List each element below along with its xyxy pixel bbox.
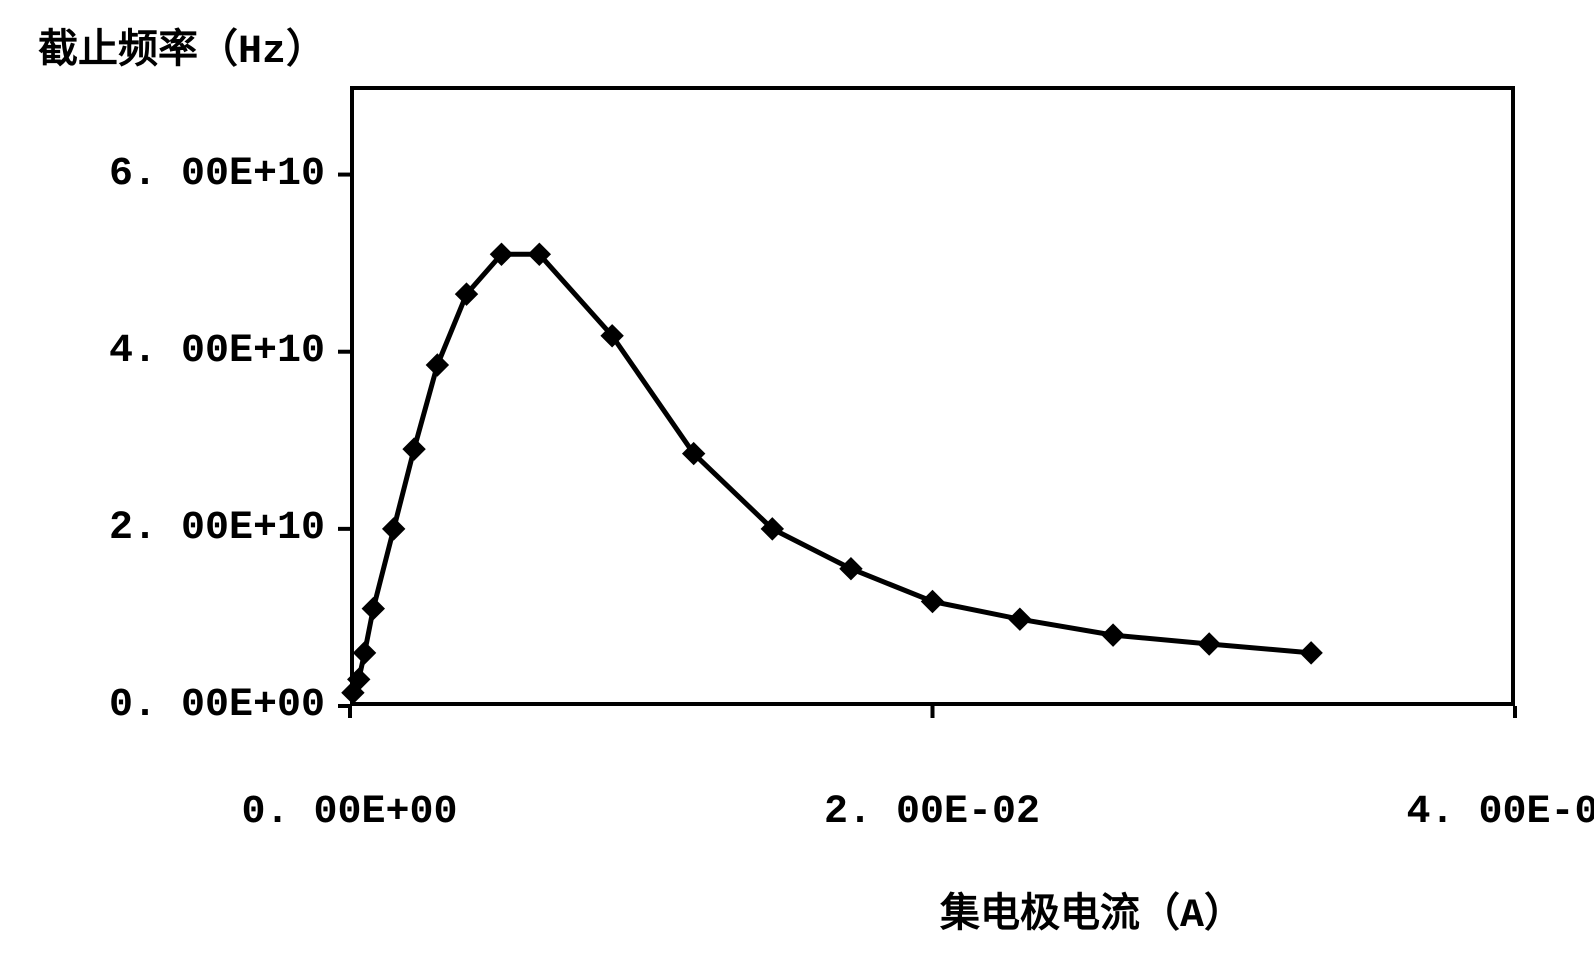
data-marker bbox=[840, 558, 862, 580]
data-marker bbox=[354, 642, 376, 664]
y-tick-label: 6. 00E+10 bbox=[109, 152, 325, 197]
data-marker bbox=[426, 354, 448, 376]
data-marker bbox=[1300, 642, 1322, 664]
x-tick-label: 0. 00E+00 bbox=[242, 790, 458, 835]
y-tick-label: 0. 00E+00 bbox=[109, 683, 325, 728]
x-tick-label: 4. 00E-02 bbox=[1407, 790, 1594, 835]
y-tick-label: 2. 00E+10 bbox=[109, 506, 325, 551]
y-tick-label: 4. 00E+10 bbox=[109, 329, 325, 374]
data-marker bbox=[1198, 633, 1220, 655]
x-tick-label: 2. 00E-02 bbox=[824, 790, 1040, 835]
data-marker bbox=[362, 598, 384, 620]
data-marker bbox=[1102, 624, 1124, 646]
data-marker bbox=[403, 438, 425, 460]
data-marker bbox=[1009, 608, 1031, 630]
data-marker bbox=[922, 590, 944, 612]
data-marker bbox=[383, 518, 405, 540]
chart-svg bbox=[0, 0, 1594, 959]
series-line bbox=[353, 254, 1311, 692]
chart-container: 截止频率（Hz） 集电极电流（A） 0. 00E+002. 00E-024. 0… bbox=[0, 0, 1594, 959]
